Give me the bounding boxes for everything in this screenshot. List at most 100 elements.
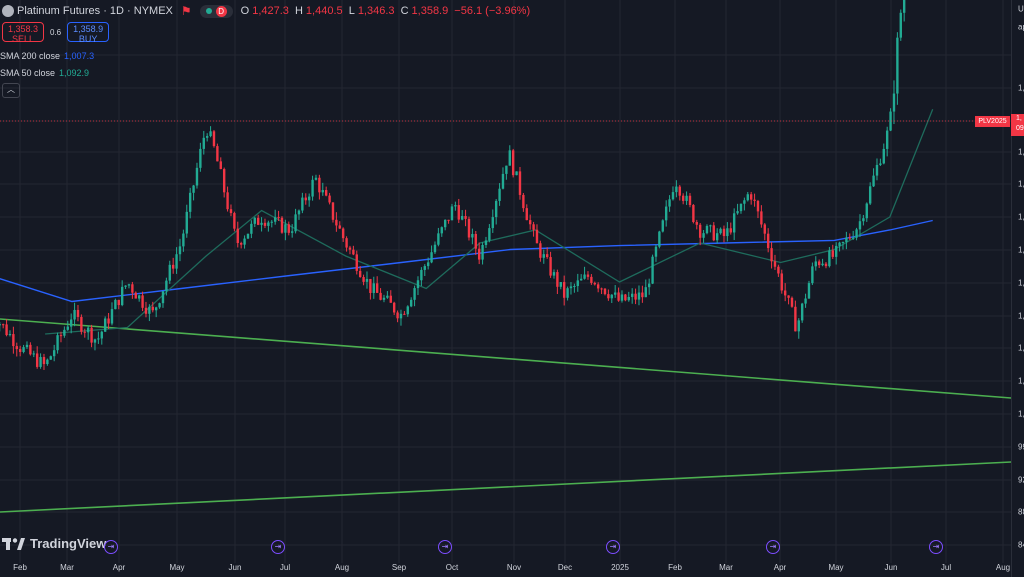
candle-body xyxy=(719,228,722,234)
event-icon[interactable]: ⇥ xyxy=(606,540,620,554)
market-status[interactable]: D xyxy=(199,4,233,18)
event-icon[interactable]: ⇥ xyxy=(766,540,780,554)
candle-body xyxy=(722,228,726,237)
lower-trendline[interactable] xyxy=(0,461,1011,513)
candle-body xyxy=(250,223,253,234)
event-icon[interactable]: ⇥ xyxy=(104,540,118,554)
candle-body xyxy=(185,211,188,234)
candle-body xyxy=(641,292,644,298)
candle-body xyxy=(838,242,841,246)
x-tick-label: Feb xyxy=(668,563,682,572)
x-tick-label: May xyxy=(828,563,844,572)
candle-body xyxy=(821,263,824,266)
candle-body xyxy=(528,220,532,225)
candle-body xyxy=(42,357,46,365)
candle-body xyxy=(246,233,250,239)
candle-body xyxy=(110,309,114,324)
symbol-price-label: PLV2025 xyxy=(975,116,1010,127)
x-tick-label: Sep xyxy=(391,563,407,572)
candle-body xyxy=(834,245,838,257)
candle-body xyxy=(763,224,766,234)
candle-body xyxy=(773,261,777,267)
x-tick-label: Jun xyxy=(228,563,242,572)
candle-body xyxy=(658,231,661,247)
event-icon[interactable]: ⇥ xyxy=(929,540,943,554)
candle-body xyxy=(134,292,137,299)
candle-body xyxy=(304,197,307,201)
platinum-symbol-icon[interactable] xyxy=(2,5,14,17)
candle-body xyxy=(882,148,885,164)
candle-body xyxy=(362,277,365,282)
candle-body xyxy=(314,177,318,180)
candle-body xyxy=(783,290,787,296)
x-tick-label: Aug xyxy=(334,563,350,572)
y-axis[interactable]: US ap 1,1,1,1,1,1,1,1,1,1,1,99928884 xyxy=(1011,0,1024,577)
candle-body xyxy=(494,200,498,218)
candle-body xyxy=(698,224,702,238)
sma200-legend[interactable]: SMA 200 close 1,007.3 xyxy=(0,51,95,61)
upper-trendline[interactable] xyxy=(0,318,1011,399)
candle-body xyxy=(712,225,715,241)
spread-value: 0.6 xyxy=(50,27,62,37)
y-tick-label: 1, xyxy=(1018,212,1024,222)
candle-body xyxy=(287,224,290,233)
candle-body xyxy=(399,313,403,319)
candle-body xyxy=(165,280,168,292)
chart-plot[interactable] xyxy=(0,0,1011,563)
candle-body xyxy=(229,209,233,214)
candle-body xyxy=(634,293,637,300)
candle-body xyxy=(270,221,273,223)
candle-body xyxy=(290,231,294,233)
candle-body xyxy=(430,252,433,263)
candle-body xyxy=(267,222,270,226)
candle-body xyxy=(144,307,148,314)
candle-body xyxy=(828,250,831,267)
y-tick-label: 1, xyxy=(1018,245,1024,255)
candle-body xyxy=(307,196,311,201)
x-axis[interactable]: Feb Mar Apr May Jun Jul Aug Sep Oct Nov Dec 2025 Feb… xyxy=(0,563,1024,577)
candle-body xyxy=(620,294,624,301)
y-tick-label: 1, xyxy=(1018,179,1024,189)
candle-body xyxy=(35,353,39,367)
x-tick-label: Mar xyxy=(60,563,74,572)
candle-body xyxy=(743,200,746,204)
candle-body xyxy=(127,284,131,286)
y-tick-label: 1, xyxy=(1018,83,1024,93)
x-tick-label: Nov xyxy=(506,563,522,572)
candle-body xyxy=(491,217,494,229)
candle-body xyxy=(124,285,127,287)
collapse-legend-button[interactable]: ︿ xyxy=(2,83,20,98)
event-icon[interactable]: ⇥ xyxy=(438,540,452,554)
candle-body xyxy=(760,211,763,225)
y-tick-label: 1, xyxy=(1018,311,1024,321)
candle-body xyxy=(103,318,107,332)
candle-body xyxy=(800,303,804,321)
candle-body xyxy=(389,295,392,303)
candle-body xyxy=(688,195,692,205)
candle-body xyxy=(661,220,664,232)
candle-body xyxy=(889,111,892,131)
candle-body xyxy=(93,339,97,343)
candle-body xyxy=(651,256,654,284)
candle-body xyxy=(273,217,277,222)
sell-button[interactable]: 1,358.3 SELL xyxy=(2,22,44,44)
flag-icon[interactable]: ⚑ xyxy=(180,4,192,18)
symbol-title[interactable]: Platinum Futures · 1D · NYMEX xyxy=(17,5,173,17)
candle-body xyxy=(692,204,695,223)
candle-body xyxy=(63,329,66,336)
candle-body xyxy=(178,246,182,255)
candle-body xyxy=(403,313,406,315)
candle-body xyxy=(73,309,76,320)
candle-body xyxy=(69,319,73,327)
y-tick-label: 99 xyxy=(1018,442,1024,452)
candle-body xyxy=(114,299,117,310)
candle-body xyxy=(284,224,287,233)
y-tick-label: 1, xyxy=(1018,376,1024,386)
ohlc-values: O 1,427.3 H 1,440.5 L 1,346.3 C 1,358.9 −56.… xyxy=(240,5,531,17)
buy-button[interactable]: 1,358.9 BUY xyxy=(67,22,110,44)
event-icon[interactable]: ⇥ xyxy=(271,540,285,554)
candle-body xyxy=(8,334,12,336)
x-tick-label: Mar xyxy=(719,563,733,572)
candle-body xyxy=(83,331,86,333)
sma50-legend[interactable]: SMA 50 close 1,092.9 xyxy=(0,68,90,78)
